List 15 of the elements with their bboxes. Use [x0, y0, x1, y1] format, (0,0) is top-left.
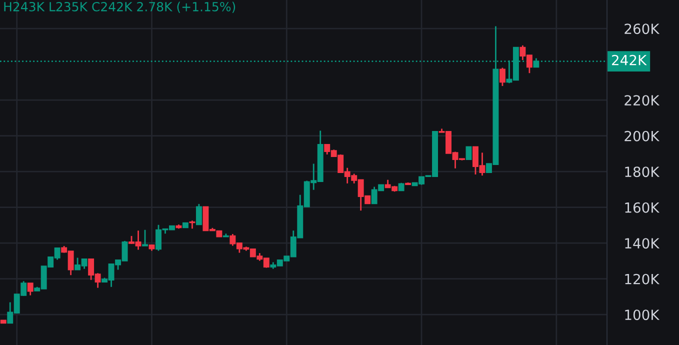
y-tick-label: 120K [625, 274, 660, 284]
candlestick [196, 203, 202, 226]
candlestick [499, 67, 506, 87]
y-tick-label: 160K [625, 202, 660, 213]
ref-line-label: 242K [612, 54, 647, 66]
y-tick-label: 220K [624, 95, 660, 106]
y-tick-label: 180K [625, 166, 660, 178]
candlestick [27, 282, 34, 296]
annotation: H243K L235K C242K 2.78K (+1.15%) [4, 2, 236, 13]
y-tick-label: 260K [624, 24, 660, 34]
y-tick-label: 200K [624, 130, 660, 142]
y-tick-label: 100K [625, 310, 660, 320]
y-tick-label: 140K [625, 238, 660, 249]
candlestick [466, 146, 472, 160]
candlestick [142, 229, 148, 246]
